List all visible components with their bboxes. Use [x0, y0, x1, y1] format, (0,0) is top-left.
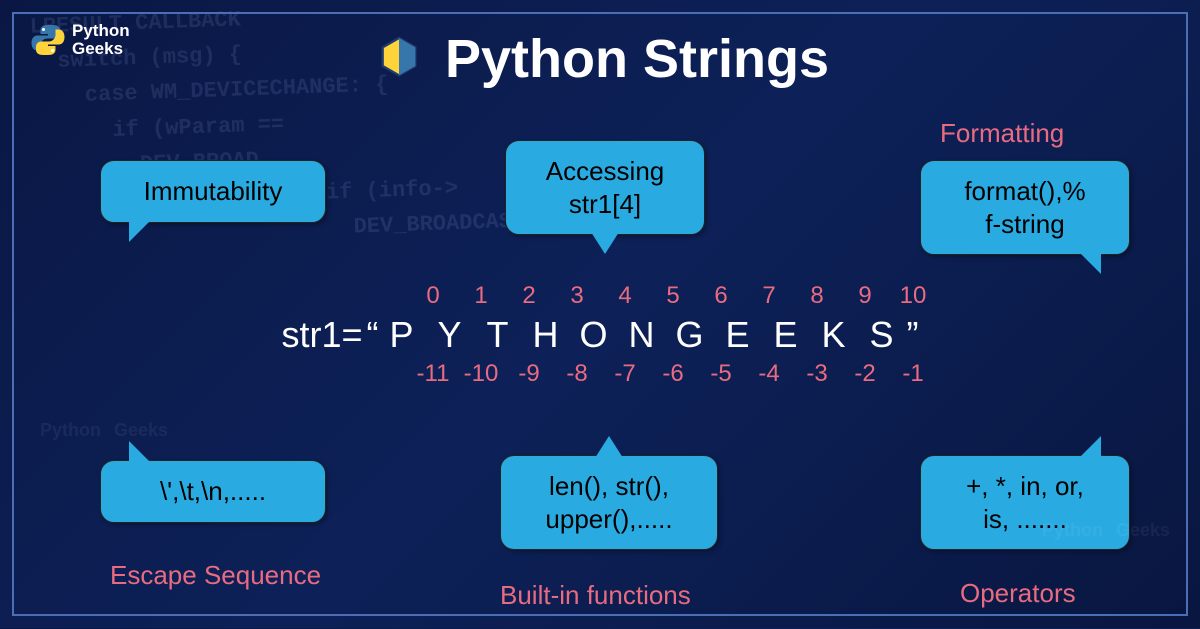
string-char: T	[475, 314, 523, 356]
bubble-escape: \',\t,\n,.....	[100, 460, 326, 523]
bubble-line1: format(),%	[943, 175, 1107, 208]
pos-index: 10	[889, 282, 937, 310]
pos-index: 8	[793, 282, 841, 310]
neg-index: -1	[889, 360, 937, 388]
string-char: H	[523, 314, 571, 356]
bubble-builtin: len(), str(), upper(),.....	[500, 455, 718, 550]
str-prefix: str1=	[281, 314, 362, 356]
neg-index: -9	[505, 360, 553, 388]
title-python-icon	[371, 31, 427, 87]
bubble-immutability: Immutability	[100, 160, 326, 223]
bubble-text: \',\t,\n,.....	[160, 476, 266, 506]
string-char: E	[715, 314, 763, 356]
pos-index: 6	[697, 282, 745, 310]
bubble-format: format(),% f-string	[920, 160, 1130, 255]
open-quote: “	[367, 314, 379, 356]
string-char: N	[619, 314, 667, 356]
bubble-text: Immutability	[144, 176, 283, 206]
pos-index: 9	[841, 282, 889, 310]
neg-index: -2	[841, 360, 889, 388]
neg-index: -8	[553, 360, 601, 388]
pos-index: 4	[601, 282, 649, 310]
pos-index: 7	[745, 282, 793, 310]
string-char: E	[763, 314, 811, 356]
neg-index: -3	[793, 360, 841, 388]
negative-index-row: -11-10-9-8-7-6-5-4-3-2-1	[146, 360, 1200, 388]
pos-index: 5	[649, 282, 697, 310]
string-char: O	[571, 314, 619, 356]
string-demo: 012345678910 str1= “ PYTHONGEEKS ” -11-1…	[0, 282, 1200, 388]
watermark: Python Geeks	[1042, 520, 1170, 541]
string-char: G	[667, 314, 715, 356]
string-char: Y	[427, 314, 475, 356]
neg-index: -7	[601, 360, 649, 388]
neg-index: -6	[649, 360, 697, 388]
bubble-line1: Accessing	[528, 155, 682, 188]
string-char: K	[811, 314, 859, 356]
pos-index: 0	[409, 282, 457, 310]
bubble-line2: f-string	[943, 208, 1107, 241]
bubble-accessing: Accessing str1[4]	[505, 140, 705, 235]
neg-index: -11	[409, 360, 457, 388]
label-formatting: Formatting	[940, 118, 1064, 149]
watermark: Python Geeks	[40, 420, 168, 441]
bubble-line1: len(), str(),	[523, 470, 695, 503]
bubble-line2: upper(),.....	[523, 503, 695, 536]
string-char: S	[859, 314, 907, 356]
close-quote: ”	[907, 314, 919, 356]
bubble-line2: str1[4]	[528, 188, 682, 221]
title-row: Python Strings	[0, 28, 1200, 90]
page-title: Python Strings	[445, 28, 829, 90]
label-escape: Escape Sequence	[110, 560, 321, 591]
label-builtin: Built-in functions	[500, 580, 691, 611]
bubble-line1: +, *, in, or,	[943, 470, 1107, 503]
neg-index: -5	[697, 360, 745, 388]
pos-index: 2	[505, 282, 553, 310]
neg-index: -10	[457, 360, 505, 388]
positive-index-row: 012345678910	[146, 282, 1200, 310]
string-row: str1= “ PYTHONGEEKS ”	[0, 314, 1200, 356]
neg-index: -4	[745, 360, 793, 388]
pos-index: 1	[457, 282, 505, 310]
pos-index: 3	[553, 282, 601, 310]
label-operators: Operators	[960, 578, 1076, 609]
string-char: P	[379, 314, 427, 356]
